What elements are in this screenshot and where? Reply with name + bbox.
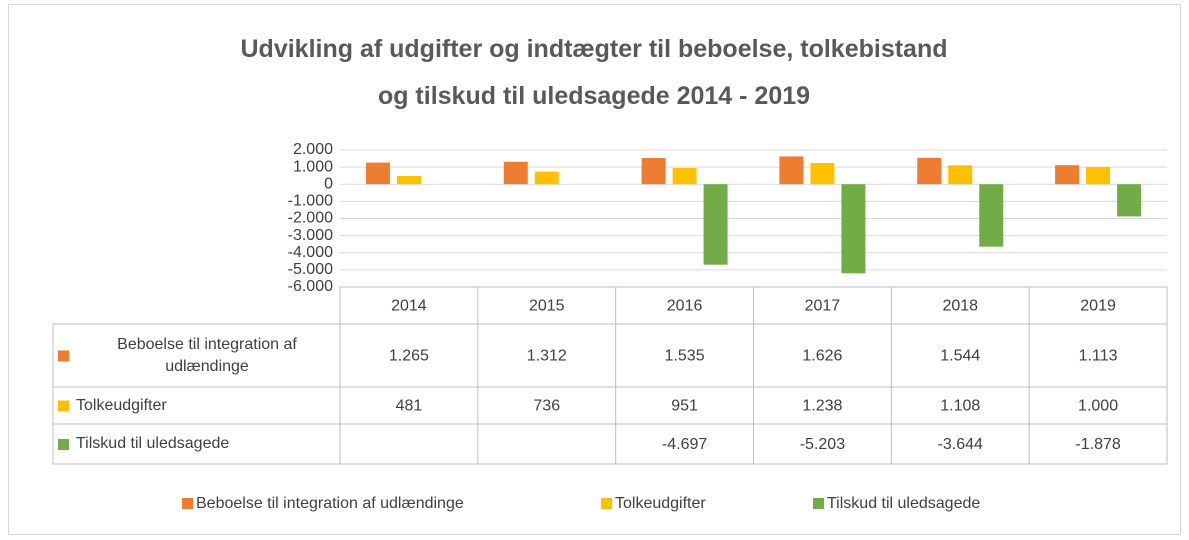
x-tick-label: 2014 xyxy=(391,298,427,315)
bar xyxy=(1086,167,1111,185)
table-value: 1.535 xyxy=(665,348,705,365)
table-value: 1.265 xyxy=(389,348,429,365)
bar xyxy=(503,161,528,185)
table-row-label: Beboelse til integration af udlændinge xyxy=(117,335,297,375)
bar xyxy=(641,157,666,185)
table-legend-key xyxy=(58,400,69,412)
y-tick-label: 2.000 xyxy=(293,141,333,158)
table-value: 1.312 xyxy=(527,348,567,365)
legend-label: Tolkeudgifter xyxy=(615,495,706,512)
bar xyxy=(396,176,421,185)
x-tick-label: 2018 xyxy=(942,298,978,315)
legend-label: Tilskud til uledsagede xyxy=(827,495,980,512)
table-value: 1.000 xyxy=(1078,398,1118,415)
table-row-label: Tolkeudgifter xyxy=(76,396,167,414)
y-tick-label: 1.000 xyxy=(293,158,333,175)
y-tick-label: -5.000 xyxy=(288,261,333,278)
table-value: -4.697 xyxy=(662,436,707,453)
title-box: Udvikling af udgifter og indtægter til b… xyxy=(240,35,948,110)
legend-label: Beboelse til integration af udlændinge xyxy=(196,495,464,512)
table-legend-key xyxy=(58,439,69,450)
y-tick-label: -4.000 xyxy=(288,244,333,261)
table-value: -1.878 xyxy=(1075,436,1120,453)
x-tick-label: 2016 xyxy=(667,298,703,315)
bar xyxy=(841,184,866,274)
x-tick-label: 2017 xyxy=(805,298,841,315)
table-row-label-box: Beboelse til integration af udlændinge xyxy=(117,335,297,375)
bar xyxy=(672,167,697,185)
y-tick-label: -3.000 xyxy=(288,227,333,244)
legend-key xyxy=(601,498,612,509)
bar xyxy=(948,165,973,185)
y-tick-label: -1.000 xyxy=(288,193,333,210)
bar xyxy=(979,184,1004,247)
bar xyxy=(703,184,728,265)
table-row-label-box: Tilskud til uledsagede xyxy=(76,435,230,452)
x-tick-label: 2015 xyxy=(529,298,565,315)
bar xyxy=(1117,184,1142,217)
bar xyxy=(534,171,559,185)
table-value: 951 xyxy=(671,398,698,415)
legend-key xyxy=(182,498,193,509)
legend-key xyxy=(813,498,824,509)
table-value: 736 xyxy=(533,398,560,415)
x-tick-label: 2019 xyxy=(1080,298,1116,315)
table-row-label: Tilskud til uledsagede xyxy=(76,435,230,452)
table-value: 1.113 xyxy=(1079,348,1118,365)
y-tick-label: -6.000 xyxy=(288,278,333,295)
y-tick-label: 0 xyxy=(324,175,333,192)
bar xyxy=(365,162,390,185)
table-value: 1.238 xyxy=(802,398,842,415)
table-value: -3.644 xyxy=(938,436,983,453)
bar xyxy=(779,156,804,185)
table-value: 1.108 xyxy=(940,398,980,415)
table-row-label-box: Tolkeudgifter xyxy=(76,396,167,414)
table-value: -5.203 xyxy=(800,436,845,453)
y-tick-label: -2.000 xyxy=(288,210,333,227)
table-value: 1.544 xyxy=(940,348,980,365)
table-value: 481 xyxy=(396,398,423,415)
table-legend-key xyxy=(58,350,69,362)
bar xyxy=(810,163,835,185)
bar xyxy=(1055,165,1080,185)
chart-title: Udvikling af udgifter og indtægter til b… xyxy=(240,35,948,110)
table-value: 1.626 xyxy=(802,348,842,365)
bar xyxy=(917,157,942,185)
